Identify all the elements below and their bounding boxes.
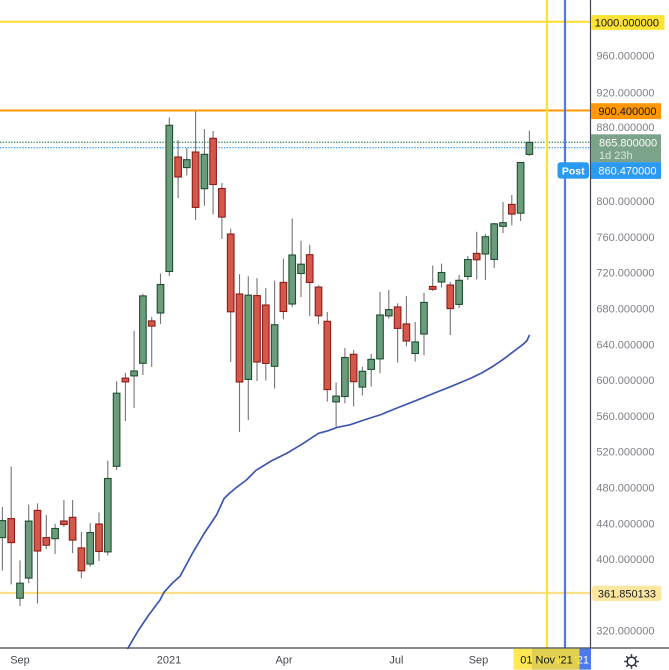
svg-text:865.800000: 865.800000 (599, 137, 657, 149)
svg-text:600.000000: 600.000000 (596, 375, 654, 387)
svg-text:361.850133: 361.850133 (598, 589, 656, 601)
svg-text:480.000000: 480.000000 (596, 483, 654, 495)
svg-text:1000.000000: 1000.000000 (595, 17, 659, 29)
svg-text:900.400000: 900.400000 (598, 106, 656, 118)
svg-text:Jul: Jul (389, 655, 403, 667)
svg-text:640.000000: 640.000000 (596, 339, 654, 351)
svg-text:400.000000: 400.000000 (596, 554, 654, 566)
svg-text:800.000000: 800.000000 (596, 196, 654, 208)
svg-text:320.000000: 320.000000 (596, 626, 654, 638)
svg-text:Apr: Apr (275, 655, 292, 667)
svg-text:2021: 2021 (157, 655, 181, 667)
svg-text:440.000000: 440.000000 (596, 518, 654, 530)
svg-text:960.000000: 960.000000 (596, 51, 654, 63)
svg-text:860.470000: 860.470000 (598, 166, 656, 178)
svg-text:760.000000: 760.000000 (596, 232, 654, 244)
svg-text:520.000000: 520.000000 (596, 447, 654, 459)
svg-text:01 Nov ’21: 01 Nov ’21 (520, 655, 573, 667)
svg-text:1d 23h: 1d 23h (599, 150, 633, 162)
svg-text:880.000000: 880.000000 (596, 122, 654, 134)
svg-text:Sep: Sep (10, 655, 30, 667)
svg-text:920.000000: 920.000000 (596, 87, 654, 99)
svg-text:Sep: Sep (469, 655, 489, 667)
svg-text:Post: Post (562, 165, 585, 177)
svg-text:680.000000: 680.000000 (596, 304, 654, 316)
svg-text:560.000000: 560.000000 (596, 411, 654, 423)
svg-text:720.000000: 720.000000 (596, 268, 654, 280)
